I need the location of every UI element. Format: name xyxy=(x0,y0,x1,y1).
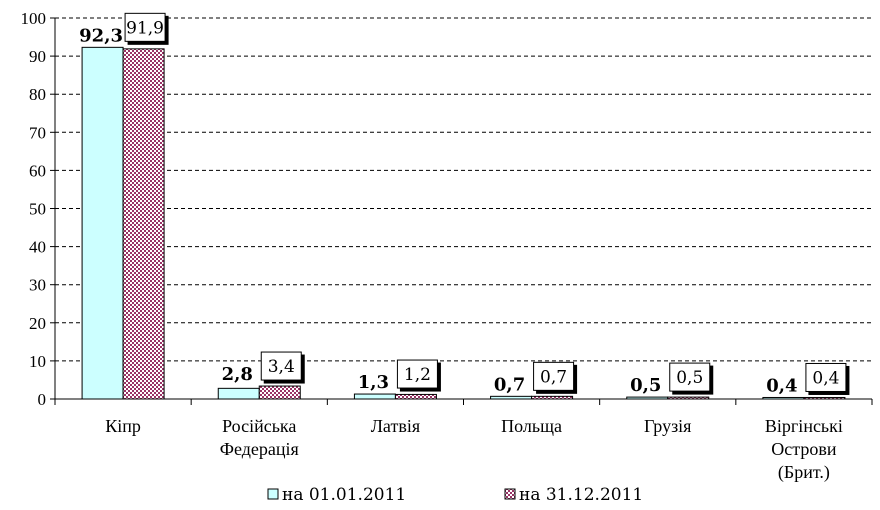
data-label-series-2: 3,4 xyxy=(268,357,295,377)
bars xyxy=(81,46,846,400)
bar-series-1 xyxy=(217,387,260,400)
data-label-series-1: 0,5 xyxy=(630,375,661,396)
bar-series-2 xyxy=(667,396,710,400)
bar-series-1 xyxy=(762,396,805,400)
legend-swatch-series-2 xyxy=(504,488,516,500)
y-tick-label: 80 xyxy=(29,85,46,104)
category-label: (Брит.) xyxy=(778,462,830,483)
data-label-series-2: 91,9 xyxy=(126,18,164,38)
data-label-box-series-2 xyxy=(533,361,575,391)
data-label-series-2: 0,4 xyxy=(812,368,839,388)
category-label: Грузія xyxy=(644,416,691,436)
bar-series-1 xyxy=(626,396,669,400)
category-label: Кіпр xyxy=(105,416,141,436)
data-label-box-series-2 xyxy=(396,359,438,389)
category-label: Латвія xyxy=(371,416,420,436)
bar-series-2 xyxy=(394,393,437,400)
legend-label-series-2: на 31.12.2011 xyxy=(519,485,643,505)
y-tick-label: 90 xyxy=(29,47,46,66)
axes: 0 10 20 30 40 50 60 70 80 90 100 xyxy=(21,9,873,409)
y-tick-label: 40 xyxy=(29,238,46,257)
data-label-box-series-2 xyxy=(669,362,711,392)
data-label-series-2: 0,7 xyxy=(540,367,567,387)
y-tick-label: 70 xyxy=(29,123,46,142)
data-label-series-1: 0,4 xyxy=(766,375,797,396)
bar-series-1 xyxy=(490,395,533,400)
y-tick-label: 60 xyxy=(29,161,46,180)
data-label-series-1: 0,7 xyxy=(494,374,525,395)
legend-swatch-series-1 xyxy=(267,488,279,500)
data-label-series-2: 1,2 xyxy=(404,365,431,385)
y-tick-label: 20 xyxy=(29,314,46,333)
data-label-series-1: 2,8 xyxy=(222,364,253,385)
bar-series-1 xyxy=(353,393,396,400)
gridlines xyxy=(55,17,872,362)
y-tick-label: 100 xyxy=(21,9,47,28)
y-tick-label: 30 xyxy=(29,276,46,295)
bar-series-2 xyxy=(803,396,846,400)
data-label-box-series-2 xyxy=(124,12,166,42)
y-tick-label: 50 xyxy=(29,200,46,219)
data-label-series-1: 1,3 xyxy=(358,372,389,393)
bar-series-2 xyxy=(122,48,165,400)
y-tick-label: 10 xyxy=(29,352,46,371)
category-label: Федерація xyxy=(220,439,299,459)
data-labels: 92,3 91,9 2,8 3,4 1,3 1,2 0,7 0,7 0,5 0,5 0,4 0,4 xyxy=(79,12,847,396)
category-label: Острови xyxy=(771,439,837,459)
y-tick-label: 0 xyxy=(38,390,47,409)
category-label: Польща xyxy=(501,416,562,436)
data-label-series-1: 92,3 xyxy=(79,25,123,46)
legend: на 01.01.2011 на 31.12.2011 xyxy=(267,485,643,505)
data-label-box-series-2 xyxy=(260,351,302,381)
category-label: Російська xyxy=(222,416,296,436)
legend-label-series-1: на 01.01.2011 xyxy=(282,485,406,505)
bar-series-1 xyxy=(81,46,124,400)
category-label: Віргінські xyxy=(765,416,843,436)
bar-series-2 xyxy=(531,395,574,400)
category-labels: Кіпр Російська Федерація Латвія Польща Грузія… xyxy=(105,416,843,483)
bar-series-2 xyxy=(258,385,301,400)
data-label-series-2: 0,5 xyxy=(676,368,703,388)
data-label-box-series-2 xyxy=(805,362,847,392)
